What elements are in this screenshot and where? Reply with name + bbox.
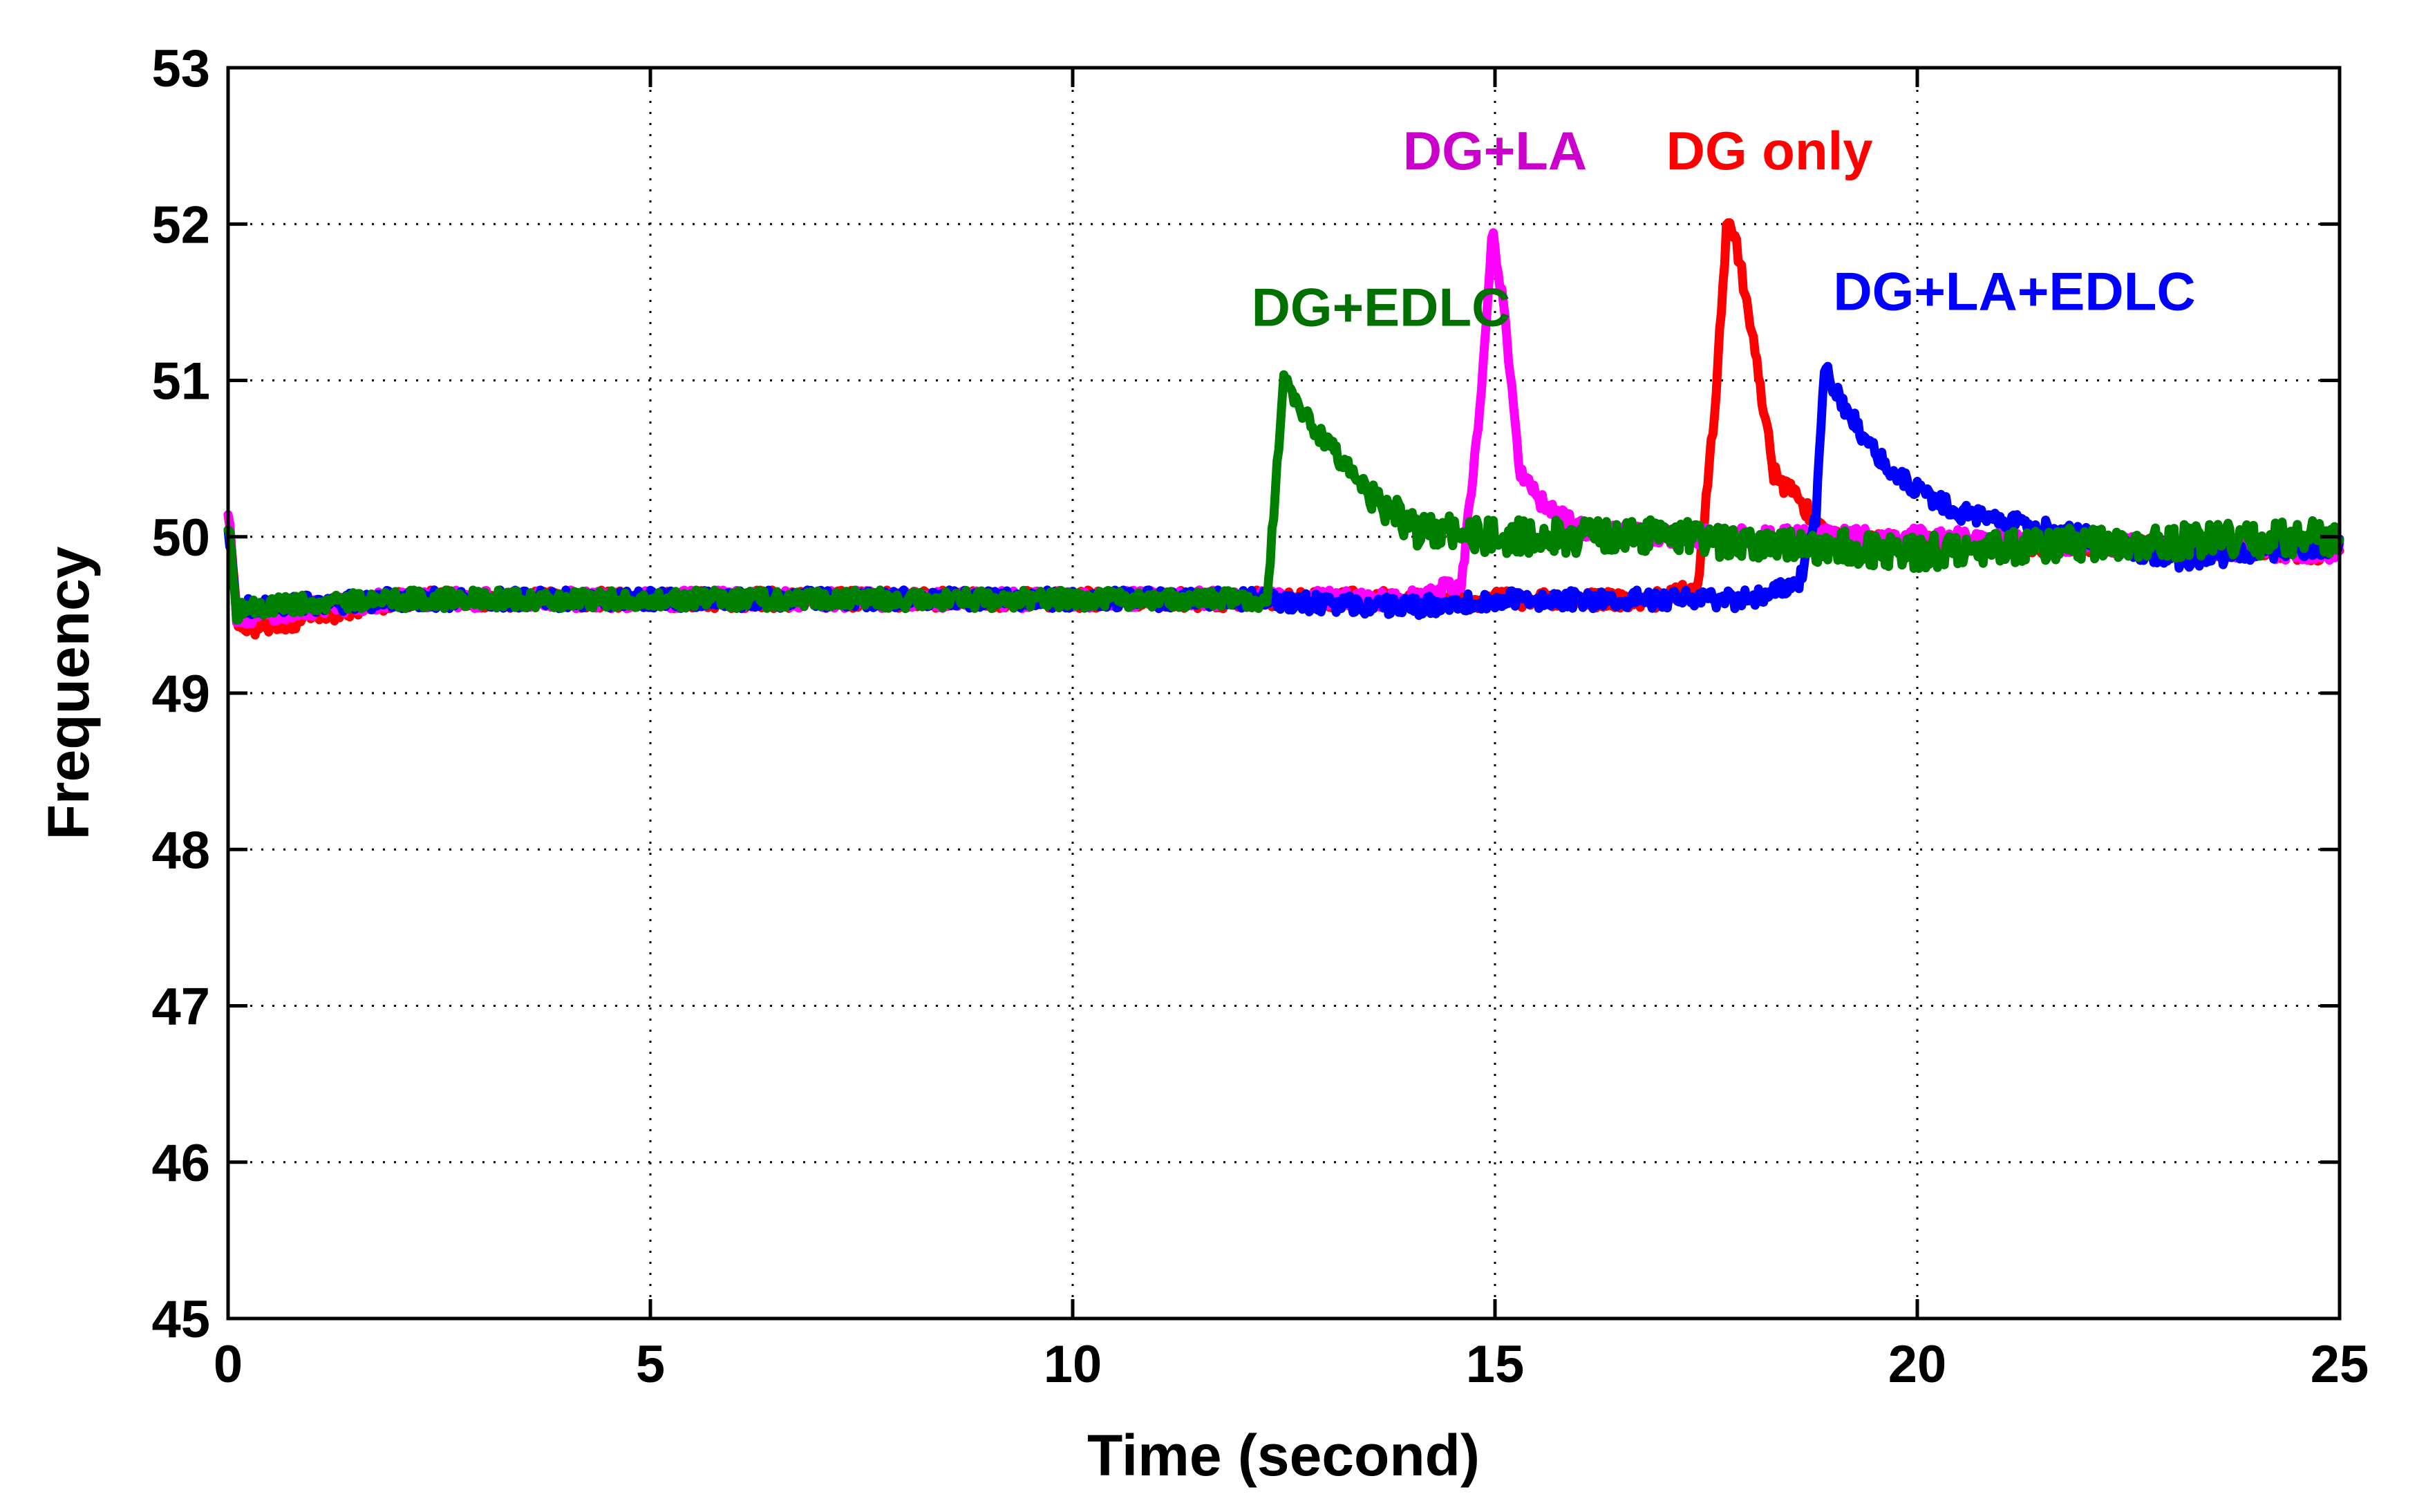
y-tick-label: 46	[151, 1134, 210, 1193]
y-tick-label: 48	[151, 821, 210, 880]
y-tick-label: 50	[151, 509, 210, 567]
grid-lines	[228, 68, 2340, 1319]
x-tick-label: 15	[1466, 1335, 1525, 1394]
y-tick-label: 47	[151, 978, 210, 1037]
axis-ticks	[226, 66, 2342, 1321]
series-annotations: DG+LA DG only DG+EDLC DG+LA+EDLC	[1252, 120, 2196, 337]
y-tick-label: 51	[151, 352, 210, 411]
x-tick-label: 0	[214, 1335, 243, 1394]
x-tick-label: 20	[1888, 1335, 1947, 1394]
x-axis-label: Time (second)	[1087, 1423, 1480, 1488]
y-tick-label: 53	[151, 39, 210, 98]
x-tick-label: 25	[2311, 1335, 2369, 1394]
y-tick-label: 45	[151, 1290, 210, 1349]
annotation-dg-only: DG only	[1666, 120, 1873, 181]
y-tick-label: 52	[151, 196, 210, 254]
x-tick-label: 5	[636, 1335, 665, 1394]
series-lines	[223, 218, 2344, 640]
x-tick-label: 10	[1044, 1335, 1102, 1394]
annotation-dg-la-edlc: DG+LA+EDLC	[1833, 261, 2195, 322]
y-tick-label: 49	[151, 665, 210, 724]
annotation-dg-edlc: DG+EDLC	[1252, 276, 1511, 337]
plot-frame	[226, 66, 2342, 1321]
annotation-dg-la: DG+LA	[1403, 120, 1588, 181]
y-axis-label: Frequency	[36, 546, 101, 840]
series-line-dg-edlc	[223, 370, 2344, 625]
tick-labels: 0 5 10 15 20 25 45 46 47 48 49 50 51 52 53	[151, 39, 2369, 1394]
